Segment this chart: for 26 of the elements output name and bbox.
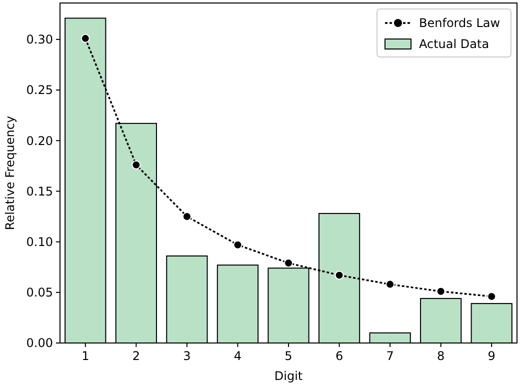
x-tick-label: 6 (335, 349, 344, 363)
y-tick-label: 0.05 (26, 286, 53, 300)
y-axis-title: Relative Frequency (3, 116, 17, 230)
point (436, 286, 446, 296)
legend-label: Benfords Law (419, 16, 500, 30)
x-tick-label: 2 (132, 349, 140, 363)
x-tick-label: 7 (386, 349, 394, 363)
point (233, 240, 242, 250)
y-tick-label: 0.10 (26, 235, 53, 250)
point (386, 280, 395, 289)
x-tick-label: 3 (183, 349, 191, 363)
x-tick-label: 1 (82, 349, 90, 363)
x-tick-label: 5 (284, 349, 292, 363)
y-tick-label: 0.15 (26, 184, 53, 198)
y-tick-label: 0.30 (26, 32, 53, 47)
x-tick-label: 9 (488, 349, 496, 363)
legend-label: Actual Data (419, 37, 490, 52)
x-tick-label: 4 (234, 349, 242, 363)
point (80, 34, 90, 43)
y-tick-label: 0.25 (26, 83, 53, 98)
y-tick-label: 0.20 (26, 134, 53, 148)
x-tick-label: 8 (437, 349, 445, 363)
point (132, 160, 141, 170)
point (334, 270, 344, 280)
x-axis-title: Digit (274, 369, 303, 383)
y-tick-label: 0.00 (26, 336, 53, 350)
